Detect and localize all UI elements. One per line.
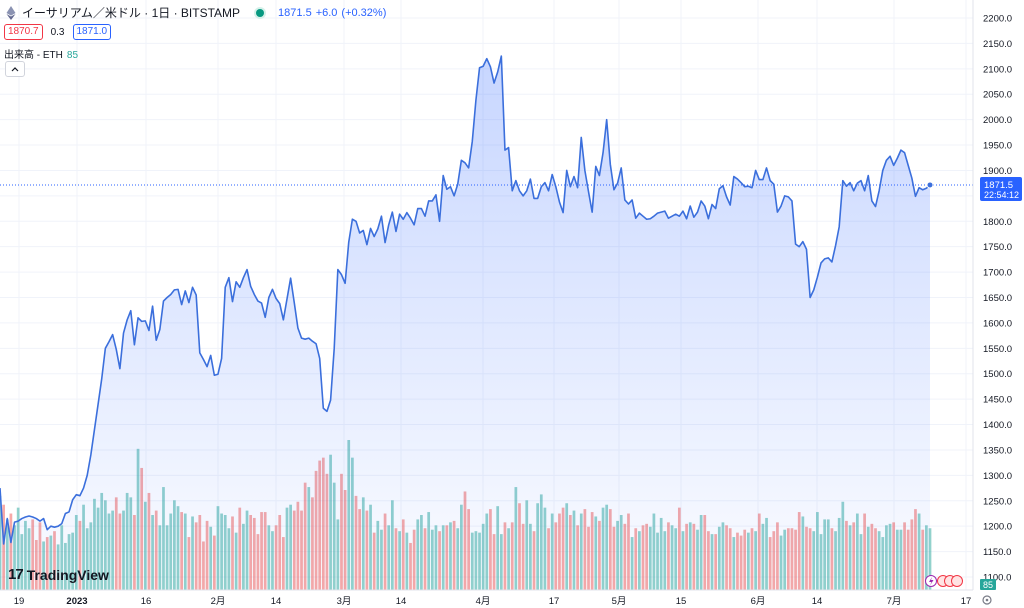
y-tick-label: 1700.0 — [983, 268, 1012, 279]
y-tick-label: 1250.0 — [983, 496, 1012, 507]
event-icons[interactable] — [925, 575, 963, 587]
settings-icon[interactable] — [982, 595, 992, 605]
x-tick-label: 16 — [141, 596, 152, 607]
live-dot-icon — [256, 8, 265, 17]
y-tick-label: 1500.0 — [983, 369, 1012, 380]
symbol-header: イーサリアム／米ドル · 1日 · BITSTAMP 1871.5 +6.0 (+0… — [6, 4, 390, 21]
x-tick-label: 7月 — [887, 596, 902, 607]
spread-value: 0.3 — [50, 26, 65, 38]
y-tick-label: 1800.0 — [983, 217, 1012, 228]
price-line[interactable] — [0, 55, 931, 545]
tradingview-mark-icon: 17 — [8, 566, 24, 583]
y-tick-label: 1150.0 — [983, 547, 1011, 558]
time-axis[interactable]: 19 2023 16 2月 14 3月 14 4月 17 5月 15 6月 14 7月 17 — [14, 596, 972, 607]
volume-tag: 85 — [980, 579, 996, 590]
volume-tag-value: 85 — [983, 580, 993, 590]
x-tick-label: 15 — [676, 596, 687, 607]
x-tick-label: 5月 — [612, 596, 627, 607]
x-tick-label: 14 — [812, 596, 823, 607]
y-tick-label: 2150.0 — [983, 39, 1012, 50]
y-tick-label: 1650.0 — [983, 293, 1012, 304]
sell-button[interactable]: 1870.7 — [4, 24, 43, 40]
collapse-legend-button[interactable] — [5, 61, 25, 77]
y-tick-label: 1950.0 — [983, 141, 1012, 152]
tradingview-logo[interactable]: 17 TradingView — [8, 566, 109, 583]
volume-value: 85 — [66, 50, 79, 61]
price-tag-countdown: 22:54:12 — [984, 190, 1019, 200]
price-area-fill — [0, 56, 930, 591]
price-tag-value: 1871.5 — [984, 180, 1013, 191]
x-tick-label: 2023 — [66, 596, 87, 607]
buy-button[interactable]: 1871.0 — [72, 24, 112, 40]
y-tick-label: 1900.0 — [983, 166, 1012, 177]
flash-glyph — [929, 577, 934, 586]
price-axis[interactable]: 1100.0 1150.0 1200.0 1250.0 1300.0 1350.0 1400… — [983, 14, 1012, 584]
x-tick-label: 4月 — [476, 596, 491, 607]
y-tick-label: 1200.0 — [983, 522, 1012, 533]
change-value: +6.0 — [315, 6, 338, 19]
y-tick-label: 1400.0 — [983, 420, 1012, 431]
y-tick-label: 1600.0 — [983, 318, 1012, 329]
chevron-up-icon — [11, 67, 19, 72]
y-tick-label: 2000.0 — [983, 115, 1012, 126]
quote-boxes: 1870.7 0.3 1871.0 — [4, 24, 112, 40]
price-change: 1871.5 +6.0 (+0.32%) — [278, 7, 390, 19]
x-tick-label: 19 — [14, 596, 25, 607]
ethereum-icon — [6, 5, 16, 20]
y-tick-label: 1350.0 — [983, 445, 1012, 456]
change-percent: (+0.32%) — [341, 6, 387, 19]
x-tick-label: 6月 — [751, 596, 766, 607]
y-tick-label: 2100.0 — [983, 64, 1012, 75]
y-tick-label: 1550.0 — [983, 344, 1012, 355]
y-tick-label: 2200.0 — [983, 14, 1012, 25]
x-tick-label: 14 — [271, 596, 282, 607]
x-tick-label: 17 — [549, 596, 560, 607]
x-tick-label: 14 — [396, 596, 407, 607]
volume-label: 出来高 - ETH — [4, 50, 63, 61]
x-tick-label: 3月 — [337, 596, 352, 607]
x-tick-label: 17 — [961, 596, 972, 607]
y-tick-label: 1300.0 — [983, 471, 1012, 482]
earnings-icon[interactable] — [951, 575, 963, 587]
logo-text: TradingView — [26, 566, 109, 583]
last-price: 1871.5 — [278, 6, 312, 19]
y-tick-label: 2050.0 — [983, 90, 1012, 101]
y-tick-label: 1450.0 — [983, 395, 1012, 406]
symbol-title[interactable]: イーサリアム／米ドル · 1日 · BITSTAMP — [22, 6, 241, 20]
y-tick-label: 1750.0 — [983, 242, 1012, 253]
price-tag: 1871.5 22:54:12 — [980, 177, 1022, 201]
x-tick-label: 2月 — [211, 596, 226, 607]
last-price-marker — [926, 181, 934, 189]
y-tick-label: 1100.0 — [983, 573, 1011, 584]
volume-legend[interactable]: 出来高 - ETH 85 — [4, 46, 78, 61]
